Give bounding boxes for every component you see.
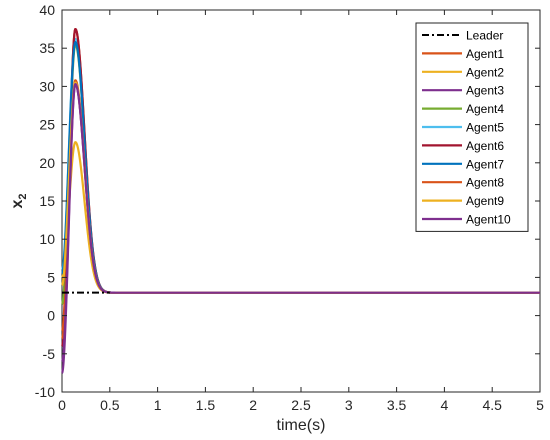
- y-tick-label: 15: [39, 193, 55, 209]
- x-tick-label: 0: [58, 397, 66, 413]
- x-tick-label: 1: [154, 397, 162, 413]
- y-axis: -10 -5 0 5 10 15 20 25 30 35 40: [35, 2, 540, 400]
- x-axis: 0 0.5 1 1.5 2 2.5 3 3.5 4 4.5 5: [58, 10, 544, 413]
- y-tick-label: -5: [43, 346, 56, 362]
- y-tick-label: 40: [39, 2, 55, 18]
- legend-entry-agent9: Agent9: [466, 194, 504, 208]
- x-tick-label: 4.5: [482, 397, 502, 413]
- legend-entry-agent3: Agent3: [466, 84, 504, 98]
- x-tick-label: 0.5: [100, 397, 120, 413]
- x-tick-label: 4: [441, 397, 449, 413]
- y-tick-label: -10: [35, 384, 55, 400]
- legend-entry-agent4: Agent4: [466, 102, 504, 116]
- legend-entry-agent10: Agent10: [466, 213, 511, 227]
- y-tick-label: 20: [39, 155, 55, 171]
- x-tick-label: 2: [249, 397, 257, 413]
- y-tick-label: 10: [39, 231, 55, 247]
- legend-entry-leader: Leader: [466, 29, 503, 43]
- legend-entry-agent8: Agent8: [466, 176, 504, 190]
- y-tick-label: 30: [39, 78, 55, 94]
- y-axis-label-main: x: [9, 200, 26, 209]
- y-tick-label: 35: [39, 40, 55, 56]
- y-axis-label: x2: [9, 193, 29, 208]
- x-tick-label: 3.5: [387, 397, 407, 413]
- x-tick-label: 3: [345, 397, 353, 413]
- legend-entry-agent1: Agent1: [466, 47, 504, 61]
- y-axis-label-subscript: 2: [17, 193, 29, 199]
- series-line-agent10: [60, 83, 540, 363]
- legend-entry-agent6: Agent6: [466, 139, 504, 153]
- y-tick-label: 5: [47, 269, 55, 285]
- legend-entry-agent5: Agent5: [466, 121, 504, 135]
- x-axis-label: time(s): [277, 417, 326, 434]
- y-tick-label: 25: [39, 117, 55, 133]
- series-layer: [60, 28, 540, 374]
- legend-entry-agent7: Agent7: [466, 157, 504, 171]
- x-tick-label: 5: [536, 397, 544, 413]
- y-tick-label: 0: [47, 308, 55, 324]
- x-tick-label: 1.5: [196, 397, 216, 413]
- x-tick-label: 2.5: [291, 397, 311, 413]
- legend: Leader Agent1 Agent2 Agent3 Agent4 Agent5 Agen…: [415, 22, 529, 232]
- legend-entry-agent2: Agent2: [466, 65, 504, 79]
